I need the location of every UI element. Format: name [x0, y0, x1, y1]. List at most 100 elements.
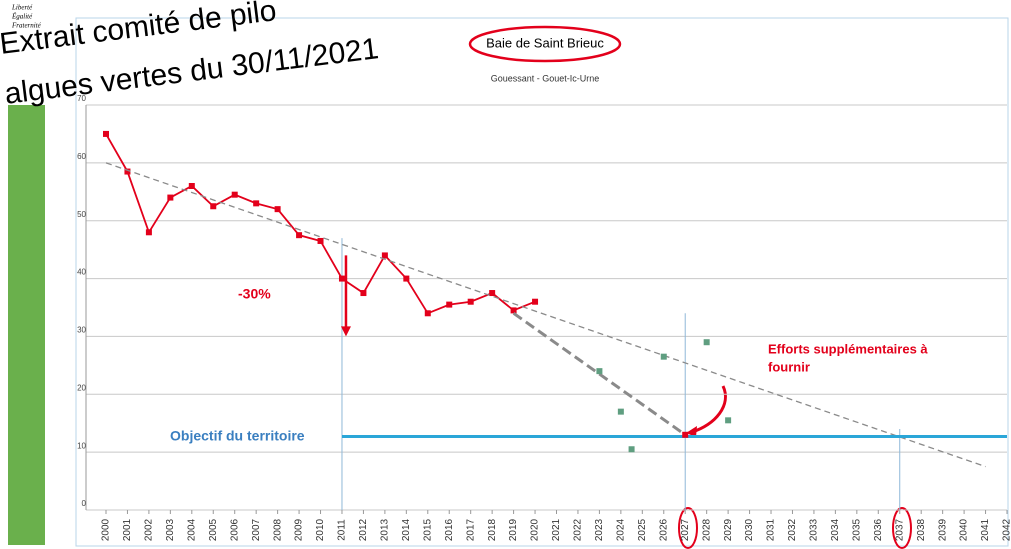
point [424, 310, 431, 317]
x-tick-label: 2033 [809, 518, 820, 541]
chart-title: Baie de Saint Brieuc [486, 35, 604, 50]
x-tick-label: 2015 [422, 518, 433, 541]
point [317, 237, 324, 244]
y-tick-label: 30 [77, 326, 86, 335]
x-tick-label: 2036 [873, 518, 884, 541]
x-tick-label: 2020 [530, 518, 541, 541]
point [253, 200, 260, 207]
point [532, 298, 539, 305]
x-tick-label: 2001 [122, 518, 133, 541]
point [381, 252, 388, 259]
x-tick-label: 2027 [680, 518, 691, 541]
point [617, 408, 624, 415]
x-tick-label: 2040 [959, 518, 970, 541]
point [489, 290, 496, 297]
y-tick-label: 10 [77, 441, 86, 450]
x-tick-label: 2009 [294, 518, 305, 541]
logo: Liberté [11, 4, 33, 12]
x-tick-label: 2008 [272, 518, 283, 541]
x-tick-label: 2032 [787, 518, 798, 541]
x-tick-label: 2038 [916, 518, 927, 541]
annotation: -30% [238, 286, 271, 302]
point [188, 183, 195, 189]
point [145, 229, 152, 236]
x-tick-label: 2025 [637, 518, 648, 541]
point [467, 298, 474, 305]
x-tick-label: 2014 [401, 518, 412, 541]
x-tick-label: 2006 [229, 518, 240, 541]
series-line [105, 162, 986, 468]
annotation: Objectif du territoire [170, 428, 305, 444]
point [660, 353, 667, 360]
point [296, 232, 303, 239]
y-tick-label: 70 [77, 94, 86, 103]
x-tick-label: 2000 [101, 518, 112, 541]
x-tick-label: 2039 [937, 518, 948, 541]
y-tick-label: 0 [82, 499, 87, 508]
x-tick-label: 2028 [701, 518, 712, 541]
logo: Égalité [11, 13, 33, 21]
x-tick-label: 2002 [144, 518, 155, 541]
x-tick-label: 2022 [573, 518, 584, 541]
x-tick-label: 2021 [551, 518, 562, 541]
x-tick-label: 2019 [508, 518, 519, 541]
x-tick-label: 2016 [444, 518, 455, 541]
point [338, 275, 345, 282]
point [682, 431, 689, 438]
x-tick-label: 2012 [358, 518, 369, 541]
y-tick-label: 40 [77, 268, 86, 277]
effort-arrow-head [686, 426, 697, 437]
x-tick-label: 2010 [315, 518, 326, 541]
point [725, 417, 732, 424]
frame [75, 17, 1009, 547]
x-tick-label: 2011 [337, 519, 348, 541]
effort-arrow [691, 385, 727, 434]
point [403, 275, 410, 282]
logo: Fraternité [11, 22, 42, 30]
x-tick-label: 2005 [208, 518, 219, 541]
point [103, 130, 109, 137]
chart-subtitle: Gouessant - Gouet-Ic-Urne [491, 73, 600, 83]
x-tick-label: 2007 [251, 518, 262, 541]
point [628, 446, 635, 453]
x-tick-label: 2023 [594, 518, 605, 541]
x-tick-label: 2029 [723, 518, 734, 541]
x-tick-label: 2042 [1002, 518, 1011, 541]
highlight [678, 507, 698, 549]
x-tick-label: 2026 [658, 518, 669, 541]
y-tick-label: 20 [77, 383, 86, 392]
x-tick-label: 2035 [851, 518, 862, 541]
x-tick-label: 2017 [465, 518, 476, 541]
highlight [468, 25, 622, 63]
x-tick-label: 2037 [894, 518, 905, 541]
x-tick-label: 2034 [830, 518, 841, 541]
point [446, 301, 453, 308]
point [360, 290, 367, 297]
side-bar [8, 105, 45, 545]
x-tick-label: 2013 [380, 518, 391, 541]
annotation: fournir [768, 359, 810, 374]
x-tick-label: 2018 [487, 518, 498, 541]
x-tick-label: 2024 [615, 518, 626, 541]
highlight [892, 507, 912, 549]
x-tick-label: 2031 [766, 518, 777, 541]
point [703, 339, 710, 346]
point [510, 307, 517, 314]
point [210, 203, 217, 210]
point [231, 191, 238, 198]
point [274, 206, 281, 213]
x-tick-label: 2003 [165, 518, 176, 541]
series-line [105, 133, 536, 315]
x-tick-label: 2041 [980, 518, 991, 541]
y-tick-label: 50 [77, 210, 86, 219]
point [167, 194, 174, 201]
reduction-arrow-head [340, 326, 351, 337]
point [596, 368, 603, 375]
x-tick-label: 2030 [744, 518, 755, 541]
x-tick-label: 2004 [186, 518, 197, 541]
point [124, 168, 131, 175]
label-bg [160, 427, 340, 447]
y-tick-label: 60 [77, 152, 86, 161]
annotation: Efforts supplémentaires à [768, 341, 928, 356]
